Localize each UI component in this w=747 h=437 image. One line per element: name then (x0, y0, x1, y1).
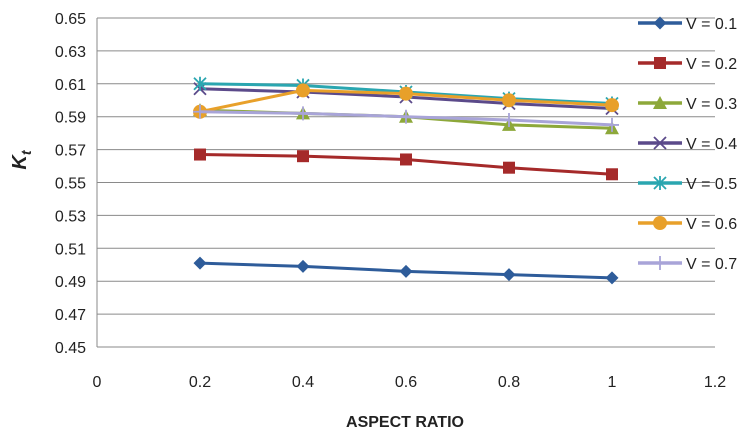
legend-label: V = 0.1 (686, 16, 737, 33)
legend-label: V = 0.7 (686, 256, 737, 273)
legend-marker (653, 16, 667, 30)
legend-marker (653, 176, 667, 190)
data-series (193, 76, 619, 285)
x-tick-label: 1 (608, 374, 617, 391)
legend: V = 0.1 V = 0.2 V = 0.3 V = 0.4 V = 0.5 V = 0… (638, 16, 737, 273)
data-point (605, 271, 619, 285)
data-point (296, 106, 310, 121)
data-point (502, 112, 516, 127)
y-axis-ticks: 0.45 0.47 0.49 0.51 0.53 0.55 0.57 0.59 0.61 0.63… (55, 11, 86, 357)
x-axis-ticks: 0 0.2 0.4 0.6 0.8 1 1.2 (93, 374, 727, 391)
series-7 (193, 104, 619, 132)
legend-label: V = 0.6 (686, 216, 737, 233)
legend-marker (653, 96, 667, 109)
legend-item-7: V = 0.7 (638, 256, 737, 273)
legend-item-2: V = 0.2 (638, 56, 737, 73)
data-point (296, 83, 310, 98)
y-tick-label: 0.57 (55, 143, 86, 160)
x-tick-label: 0.2 (189, 374, 211, 391)
x-tick-label: 0.4 (292, 374, 314, 391)
data-point (297, 150, 309, 163)
y-tick-label: 0.63 (55, 44, 86, 61)
y-tick-label: 0.55 (55, 176, 86, 193)
data-point (194, 148, 206, 161)
x-tick-label: 0 (93, 374, 102, 391)
legend-label: V = 0.4 (686, 136, 737, 153)
series-2 (194, 148, 618, 181)
legend-label: V = 0.3 (686, 96, 737, 113)
legend-item-4: V = 0.4 (638, 136, 737, 153)
x-tick-label: 0.6 (395, 374, 417, 391)
x-tick-label: 0.8 (498, 374, 520, 391)
grid-lines (97, 17, 715, 348)
data-point (502, 268, 516, 282)
axes (96, 18, 715, 348)
y-axis-title-main: K (9, 154, 31, 170)
series-1 (193, 256, 619, 285)
legend-label: V = 0.2 (686, 56, 737, 73)
data-point (193, 104, 207, 119)
data-point (606, 168, 618, 181)
y-tick-label: 0.47 (55, 307, 86, 324)
legend-item-6: V = 0.6 (638, 216, 737, 233)
y-tick-label: 0.49 (55, 274, 86, 291)
data-point (400, 153, 412, 166)
legend-marker (654, 57, 666, 69)
y-tick-label: 0.51 (55, 241, 86, 258)
data-point (193, 76, 207, 91)
data-point (296, 259, 310, 273)
data-point (399, 109, 413, 124)
legend-item-5: V = 0.5 (638, 176, 737, 193)
y-tick-label: 0.61 (55, 77, 86, 94)
data-point (193, 256, 207, 270)
y-axis-title: Kt (9, 149, 34, 169)
y-tick-label: 0.65 (55, 11, 86, 28)
legend-label: V = 0.5 (686, 176, 737, 193)
data-point (399, 86, 413, 101)
y-axis-title-subscript: t (18, 149, 34, 155)
legend-item-1: V = 0.1 (638, 16, 737, 33)
data-point (503, 161, 515, 174)
data-point (605, 117, 619, 132)
y-tick-label: 0.59 (55, 110, 86, 127)
legend-item-3: V = 0.3 (638, 96, 737, 113)
data-point (399, 264, 413, 278)
data-point (502, 93, 516, 108)
legend-marker (653, 256, 667, 270)
x-axis-title: ASPECT RATIO (346, 414, 464, 431)
x-tick-label: 1.2 (704, 374, 726, 391)
legend-marker (653, 136, 667, 150)
legend-marker (653, 216, 667, 230)
y-tick-label: 0.53 (55, 208, 86, 225)
data-point (605, 98, 619, 113)
y-tick-label: 0.45 (55, 340, 86, 357)
series-6 (193, 83, 619, 119)
